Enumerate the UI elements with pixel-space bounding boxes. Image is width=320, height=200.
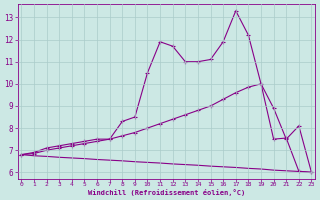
X-axis label: Windchill (Refroidissement éolien,°C): Windchill (Refroidissement éolien,°C) [88, 189, 245, 196]
